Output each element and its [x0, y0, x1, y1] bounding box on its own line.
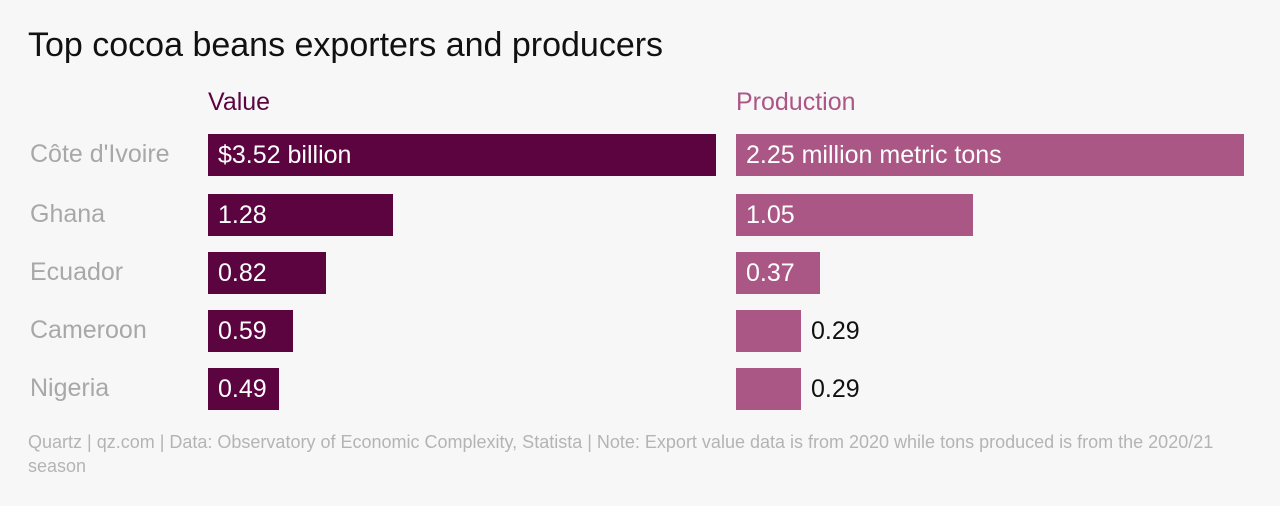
category-label: Ecuador — [30, 258, 124, 286]
data-label: $3.52 billion — [218, 141, 352, 169]
bar — [736, 134, 1244, 176]
category-label: Côte d'Ivoire — [30, 140, 170, 168]
data-label: 2.25 million metric tons — [746, 141, 1002, 169]
bar — [208, 134, 716, 176]
category-label: Ghana — [30, 200, 106, 228]
bar — [208, 310, 293, 352]
data-label: 0.49 — [218, 375, 267, 403]
bar — [208, 194, 393, 236]
data-label: 1.05 — [746, 201, 795, 229]
bar — [208, 252, 326, 294]
bar — [736, 252, 820, 294]
data-label: 0.37 — [746, 259, 795, 287]
category-label: Cameroon — [30, 316, 147, 344]
bar — [736, 194, 973, 236]
data-label: 0.29 — [811, 375, 860, 403]
bar — [736, 368, 801, 410]
data-label: 1.28 — [218, 201, 267, 229]
column-header-production: Production — [736, 88, 856, 116]
data-label: 0.59 — [218, 317, 267, 345]
data-label: 0.29 — [811, 317, 860, 345]
chart-title: Top cocoa beans exporters and producers — [28, 26, 664, 64]
bar — [208, 368, 279, 410]
footer-note: Quartz | qz.com | Data: Observatory of E… — [28, 432, 1214, 476]
bar — [736, 310, 801, 352]
data-label: 0.82 — [218, 259, 267, 287]
category-label: Nigeria — [30, 374, 110, 402]
column-header-value: Value — [208, 88, 271, 116]
